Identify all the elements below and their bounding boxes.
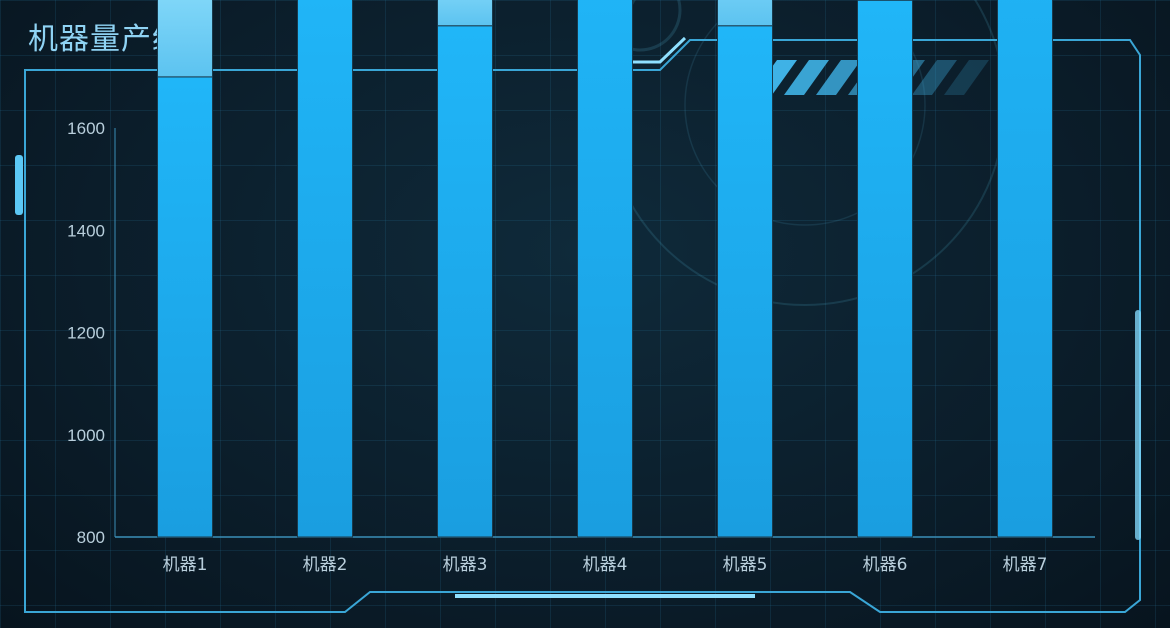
x-tick-label: 机器1 [163,555,208,575]
y-tick-label: 1400 [67,221,105,240]
bar-6-series-1 [857,0,913,538]
bar-4-series-1 [577,0,633,538]
bar-5-series-1 [717,25,773,538]
bar-7-series-1 [997,0,1053,538]
bar-3-series-1 [437,25,493,538]
y-tick-label: 1600 [67,119,105,138]
x-tick-label: 机器4 [583,555,628,575]
x-tick-label: 机器7 [1003,555,1048,575]
x-tick-label: 机器5 [723,555,768,575]
bar-5-series-2 [717,0,773,27]
y-tick-label: 1000 [67,426,105,445]
bar-1-series-1 [157,76,213,538]
bar-3-series-2 [437,0,493,27]
y-tick-label: 1200 [67,324,105,343]
x-tick-label: 机器3 [443,555,488,575]
bar-1-series-2 [157,0,213,78]
x-tick-label: 机器2 [303,555,348,575]
y-tick-label: 800 [77,528,105,547]
bar-2-series-1 [297,0,353,538]
x-tick-label: 机器6 [863,555,908,575]
